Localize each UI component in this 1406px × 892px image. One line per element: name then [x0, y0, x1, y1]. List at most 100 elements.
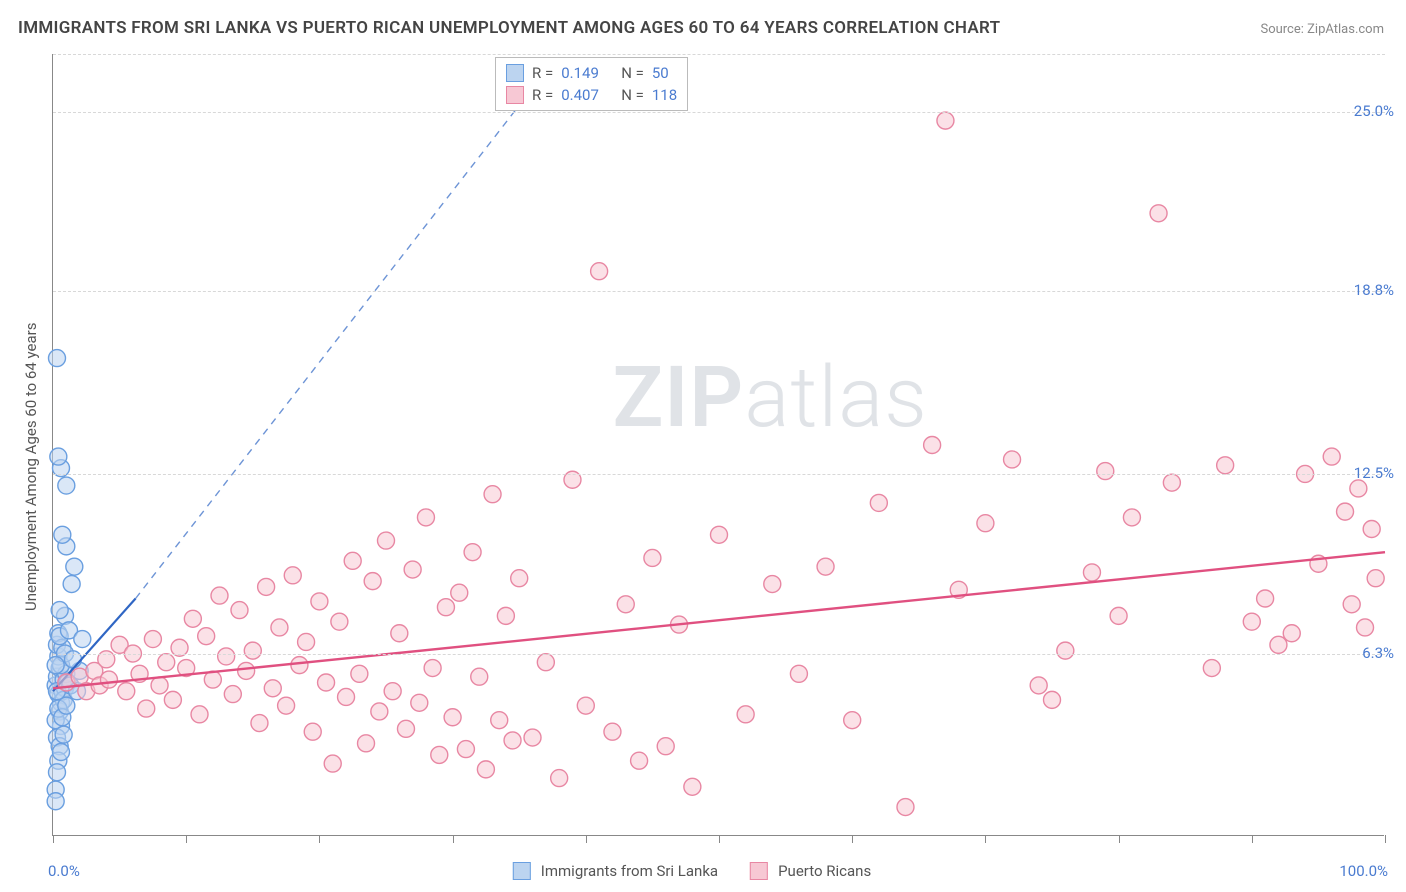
data-point: [457, 741, 474, 758]
data-point: [264, 680, 281, 697]
data-point: [477, 761, 494, 778]
y-tick-label: 18.8%: [1354, 281, 1394, 299]
data-point: [324, 755, 341, 772]
stats-row: R =0.407N =118: [506, 84, 677, 106]
data-point: [344, 552, 361, 569]
data-point: [1110, 607, 1127, 624]
data-point: [1030, 677, 1047, 694]
data-point: [51, 602, 68, 619]
y-tick-label: 12.5%: [1354, 464, 1394, 482]
data-point: [218, 648, 235, 665]
r-value: 0.149: [561, 64, 613, 82]
data-point: [471, 668, 488, 685]
legend-series-label: Puerto Ricans: [778, 862, 871, 880]
gridline-h-top: [53, 54, 1385, 55]
data-point: [411, 694, 428, 711]
data-point: [358, 735, 375, 752]
data-point: [451, 584, 468, 601]
data-point: [497, 607, 514, 624]
data-point: [58, 477, 75, 494]
n-label: N =: [621, 64, 644, 82]
data-point: [151, 677, 168, 694]
data-point: [577, 697, 594, 714]
legend-swatch-icon: [506, 86, 524, 104]
data-point: [251, 715, 268, 732]
data-point: [684, 778, 701, 795]
data-point: [1343, 596, 1360, 613]
data-point: [311, 593, 328, 610]
data-point: [231, 602, 248, 619]
data-point: [437, 599, 454, 616]
data-point: [371, 703, 388, 720]
data-point: [524, 729, 541, 746]
data-point: [384, 683, 401, 700]
data-point: [551, 770, 568, 787]
data-point: [1123, 509, 1140, 526]
data-point: [55, 726, 72, 743]
r-value: 0.407: [561, 86, 613, 104]
x-tick: [53, 835, 54, 843]
data-point: [1357, 619, 1374, 636]
data-point: [404, 561, 421, 578]
data-point: [444, 709, 461, 726]
r-label: R =: [532, 86, 553, 104]
data-point: [48, 350, 65, 367]
legend-swatch-icon: [750, 862, 768, 880]
n-label: N =: [621, 86, 644, 104]
data-point: [897, 799, 914, 816]
x-tick: [852, 835, 853, 843]
data-point: [1257, 590, 1274, 607]
y-axis-label: Unemployment Among Ages 60 to 64 years: [22, 323, 40, 611]
data-point: [238, 662, 255, 679]
data-point: [537, 654, 554, 671]
data-point: [617, 596, 634, 613]
data-point: [304, 723, 321, 740]
data-point: [431, 746, 448, 763]
data-point: [644, 549, 661, 566]
data-point: [491, 712, 508, 729]
x-axis-max-label: 100.0%: [1339, 862, 1388, 880]
data-point: [604, 723, 621, 740]
data-point: [278, 697, 295, 714]
data-point: [504, 732, 521, 749]
trend-line: [53, 552, 1385, 688]
data-point: [100, 671, 117, 688]
data-point: [844, 712, 861, 729]
data-point: [591, 263, 608, 280]
data-point: [47, 657, 64, 674]
data-point: [790, 665, 807, 682]
data-point: [1203, 660, 1220, 677]
data-point: [511, 570, 528, 587]
n-value: 50: [652, 64, 669, 82]
data-point: [63, 576, 80, 593]
data-point: [48, 764, 65, 781]
data-point: [1044, 691, 1061, 708]
data-point: [1057, 642, 1074, 659]
data-point: [138, 700, 155, 717]
data-point: [977, 515, 994, 532]
x-tick: [1385, 835, 1386, 843]
data-point: [52, 744, 69, 761]
stats-row: R =0.149N =50: [506, 62, 677, 84]
data-point: [158, 654, 175, 671]
data-point: [1363, 520, 1380, 537]
data-point: [298, 633, 315, 650]
data-point: [711, 526, 728, 543]
x-axis-min-label: 0.0%: [48, 862, 80, 880]
data-point: [351, 665, 368, 682]
data-point: [764, 576, 781, 593]
data-point: [47, 793, 64, 810]
data-point: [1004, 451, 1021, 468]
data-point: [1097, 463, 1114, 480]
x-tick: [186, 835, 187, 843]
data-point: [464, 544, 481, 561]
trend-line-extrapolation: [136, 54, 560, 599]
data-point: [198, 628, 215, 645]
y-tick-label: 25.0%: [1354, 102, 1394, 120]
gridline-h: [53, 474, 1385, 475]
data-point: [50, 448, 67, 465]
legend-swatch-icon: [506, 64, 524, 82]
legend-swatch-icon: [513, 862, 531, 880]
x-tick: [586, 835, 587, 843]
data-point: [284, 567, 301, 584]
